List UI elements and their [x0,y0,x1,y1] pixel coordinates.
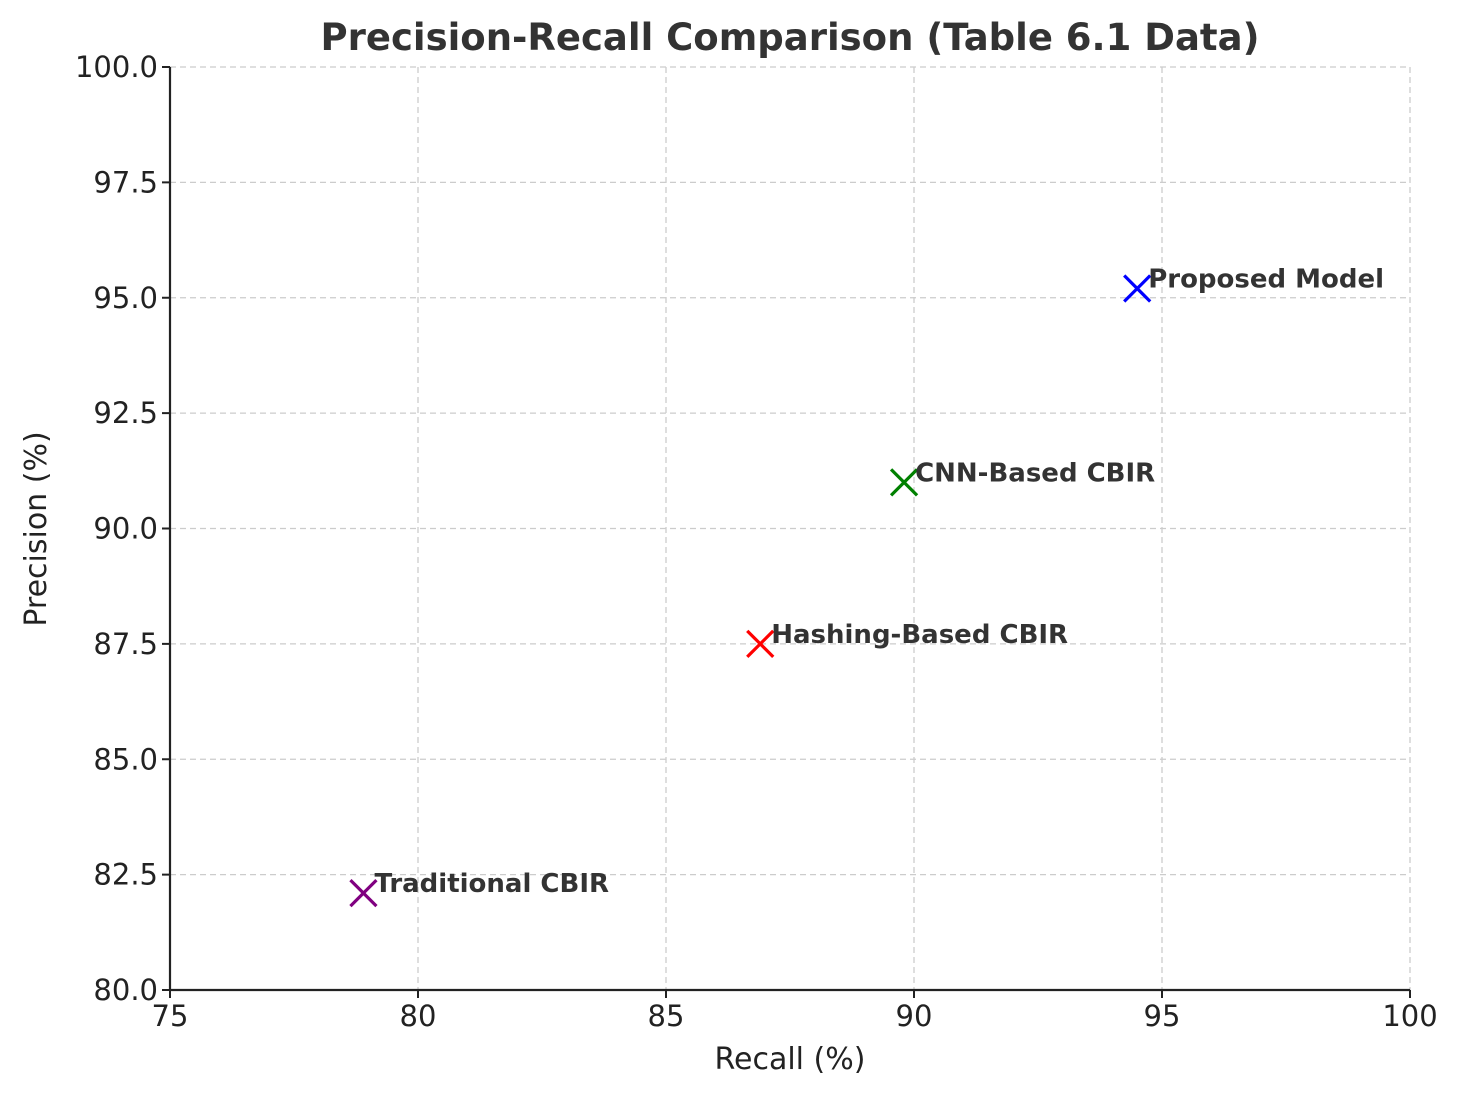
y-tick-label: 97.5 [93,165,158,199]
y-axis-label: Precision (%) [19,431,54,626]
point-label: Traditional CBIR [374,869,609,899]
x-axis-label: Recall (%) [715,1042,866,1077]
grid-layer [169,66,1411,991]
point-marker-stroke [349,878,378,908]
x-tick-label: 100 [1382,999,1437,1033]
x-tick-label: 90 [896,999,933,1033]
point-marker-stroke [889,468,919,497]
y-tick-label: 90.0 [93,512,158,546]
y-tick-label: 82.5 [93,858,158,892]
y-tick-label: 95.0 [93,281,158,315]
x-tick-label: 75 [152,999,189,1033]
x-tick-label: 95 [1144,999,1181,1033]
point-label: Proposed Model [1148,265,1384,295]
point-marker-stroke [746,629,775,659]
y-tick-label: 80.0 [93,973,158,1007]
point-marker-stroke [1123,274,1152,303]
y-tick-label: 87.5 [93,627,158,661]
data-point: Proposed Model [1123,265,1384,303]
x-tick-label: 80 [400,999,437,1033]
x-tick-label: 85 [648,999,685,1033]
ticks-layer: 75 80 85 90 95 100 80.0 82.5 85.0 87.5 90.0 92.5 95.… [75,50,1438,1033]
point-label: CNN-Based CBIR [915,458,1155,488]
data-point: Hashing-Based CBIR [746,620,1068,659]
data-point: Traditional CBIR [349,869,609,908]
y-tick-label: 100.0 [75,50,158,84]
points-layer: Traditional CBIR Hashing-Based CBIR CNN-Ba… [349,265,1384,908]
chart-title: Precision-Recall Comparison (Table 6.1 D… [321,16,1260,59]
y-tick-label: 85.0 [93,742,158,776]
point-label: Hashing-Based CBIR [771,620,1068,650]
y-tick-label: 92.5 [93,396,158,430]
data-point: CNN-Based CBIR [889,458,1155,497]
